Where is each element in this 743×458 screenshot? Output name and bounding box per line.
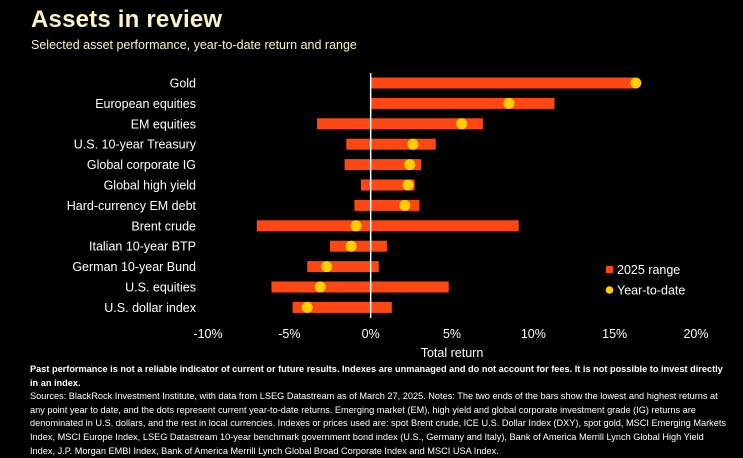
- category-label: Global high yield: [104, 179, 196, 193]
- ytd-dot: [301, 301, 313, 313]
- range-chart: Gold European equities EM equities U.S. 10-…: [67, 73, 709, 360]
- chart-title: Assets in review: [31, 6, 223, 33]
- x-tick-label: 20%: [683, 327, 708, 341]
- footnotes: Past performance is not a reliable indic…: [30, 363, 730, 458]
- x-tick-label: 15%: [602, 327, 627, 341]
- category-label: U.S. dollar index: [104, 301, 196, 315]
- ytd-dot: [407, 138, 419, 150]
- disclaimer-text: Past performance is not a reliable indic…: [30, 364, 723, 388]
- category-label: Global corporate IG: [87, 158, 196, 172]
- dots-layer: [301, 77, 642, 313]
- ytd-dot: [402, 179, 414, 191]
- range-bar: [307, 261, 379, 273]
- x-tick-label: 5%: [443, 327, 461, 341]
- range-bar: [354, 199, 420, 211]
- category-label: German 10-year Bund: [72, 260, 196, 274]
- ytd-dot: [321, 261, 333, 273]
- ytd-dot: [503, 97, 515, 109]
- category-label: Hard-currency EM debt: [67, 199, 197, 213]
- range-bar: [344, 159, 422, 171]
- ytd-dot: [345, 240, 357, 252]
- range-bar: [370, 97, 555, 109]
- range-bar: [360, 179, 415, 191]
- category-labels: Gold European equities EM equities U.S. 10-…: [67, 77, 197, 315]
- range-bar: [316, 118, 483, 130]
- category-label: European equities: [95, 97, 196, 111]
- chart-subtitle: Selected asset performance, year-to-date…: [31, 38, 357, 52]
- legend-ytd-swatch: [605, 286, 614, 294]
- range-bar: [292, 301, 392, 313]
- x-tick-label: -10%: [193, 327, 222, 341]
- category-label: U.S. 10-year Treasury: [74, 138, 197, 152]
- category-label: Gold: [170, 77, 196, 91]
- category-label: EM equities: [131, 117, 196, 131]
- x-axis-title: Total return: [421, 346, 484, 360]
- range-bar: [370, 77, 636, 89]
- range-bar: [271, 281, 449, 293]
- ytd-dot: [399, 199, 411, 211]
- ytd-dot: [630, 77, 642, 89]
- range-bar: [330, 240, 387, 252]
- category-label: Italian 10-year BTP: [89, 240, 196, 254]
- range-bar: [346, 138, 436, 150]
- ytd-dot: [404, 159, 416, 171]
- x-axis-ticks: -10% -5% 0% 5% 10% 15% 20%: [193, 327, 708, 341]
- legend: 2025 range Year-to-date: [605, 263, 685, 298]
- x-tick-label: 10%: [521, 327, 546, 341]
- legend-range-swatch: [606, 266, 613, 273]
- ytd-dot: [314, 281, 326, 293]
- ytd-dot: [350, 220, 362, 232]
- bars-layer: [256, 77, 636, 313]
- x-tick-label: -5%: [278, 327, 300, 341]
- category-label: Brent crude: [131, 219, 196, 233]
- sources-text: Sources: BlackRock Investment Institute,…: [30, 391, 727, 456]
- category-label: U.S. equities: [125, 281, 196, 295]
- x-tick-label: 0%: [362, 327, 380, 341]
- legend-ytd-label: Year-to-date: [617, 284, 685, 298]
- ytd-dot: [456, 118, 468, 130]
- range-bar: [256, 220, 519, 232]
- legend-range-label: 2025 range: [617, 263, 680, 277]
